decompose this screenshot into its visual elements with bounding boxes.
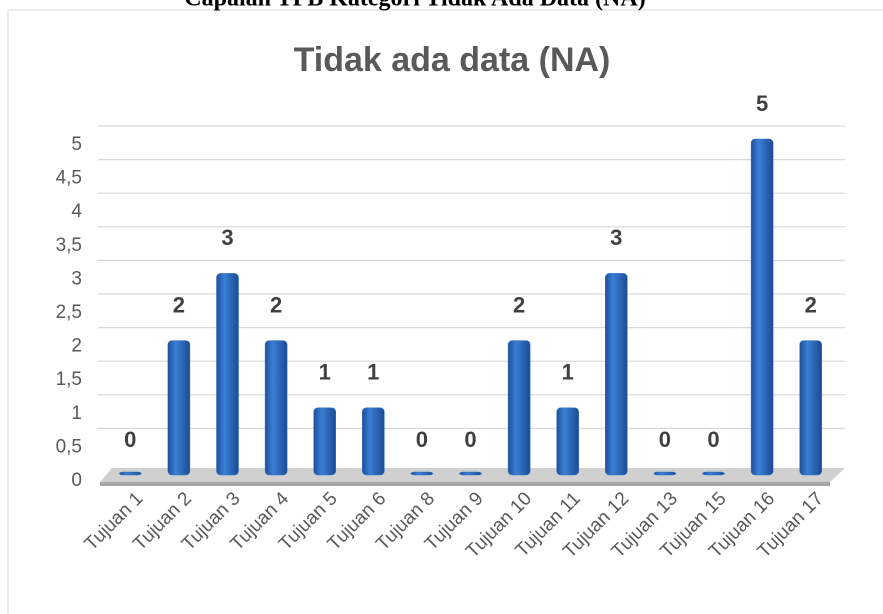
value-label: 3 [221, 225, 233, 250]
value-label: 0 [416, 427, 428, 452]
y-tick-label: 2 [71, 336, 82, 357]
value-label: 0 [707, 427, 719, 452]
bar [605, 273, 628, 476]
bar [119, 471, 142, 476]
bar [459, 471, 482, 476]
y-tick-label: 3,5 [56, 235, 82, 256]
value-label: 0 [124, 427, 136, 452]
bar [264, 340, 288, 476]
value-label: 1 [367, 360, 379, 385]
bar [556, 407, 579, 476]
y-tick-label: 4 [71, 201, 82, 222]
y-tick-label: 2,5 [56, 302, 82, 323]
chart-frame [7, 9, 883, 614]
y-tick-label: 4,5 [56, 168, 82, 189]
bar [702, 471, 725, 476]
value-label: 2 [173, 292, 185, 317]
bar [799, 340, 822, 476]
bar [653, 471, 677, 476]
value-label: 0 [659, 427, 671, 452]
value-label: 0 [464, 427, 476, 452]
chart-title: Tidak ada data (NA) [294, 41, 611, 79]
caption: Capaian TPB Kategori Tidak Ada Data (NA) [184, 0, 645, 12]
y-tick-label: 0 [71, 470, 82, 491]
bar [167, 340, 191, 476]
bar [507, 340, 531, 476]
bar [750, 138, 774, 476]
bar [410, 471, 434, 476]
value-label: 2 [805, 292, 817, 317]
floor-edge [100, 482, 830, 486]
value-label: 1 [319, 360, 331, 385]
y-tick-label: 1 [71, 403, 82, 424]
y-tick-label: 1,5 [56, 369, 82, 390]
value-label: 2 [513, 292, 525, 317]
bar [216, 273, 239, 476]
value-label: 5 [756, 91, 768, 116]
value-label: 1 [562, 360, 574, 385]
value-label: 3 [610, 225, 622, 250]
bar [313, 407, 336, 476]
y-tick-label: 3 [71, 268, 82, 289]
value-label: 2 [270, 292, 282, 317]
y-tick-label: 5 [71, 134, 82, 155]
bar [362, 407, 385, 476]
y-tick-label: 0,5 [56, 436, 82, 457]
